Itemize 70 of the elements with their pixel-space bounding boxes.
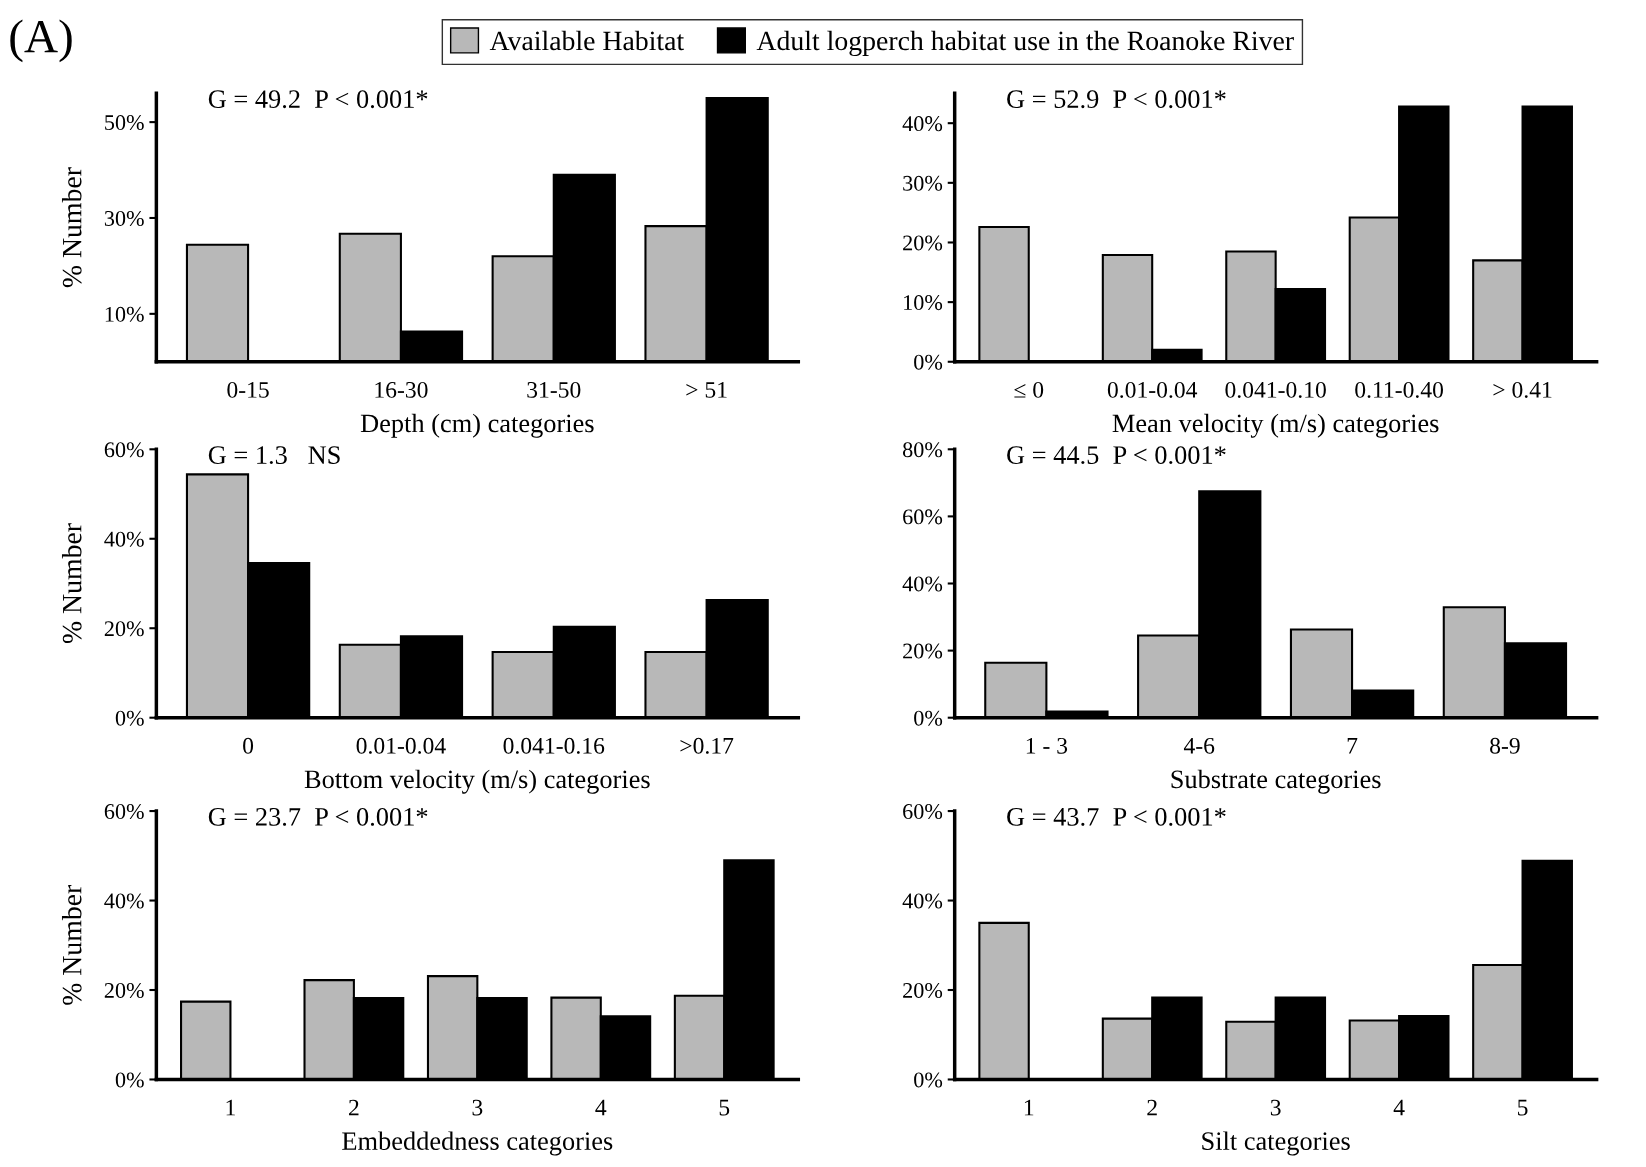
- x-tick-label: 4: [595, 1099, 607, 1116]
- y-tick-label: 60%: [104, 804, 144, 820]
- y-tick-label: 10%: [105, 306, 144, 322]
- y-tick-label: 60%: [104, 442, 144, 458]
- annotation: G = 23.7 P < 0.001*: [208, 807, 428, 826]
- annotation: G = 1.3 NS: [208, 446, 340, 465]
- y-tick-label: 80%: [902, 442, 943, 458]
- y-tick-label: 20%: [903, 643, 943, 659]
- y-tick-label: 60%: [903, 509, 943, 525]
- x-tick-label: 1: [226, 1099, 235, 1116]
- legend-label: Available Habitat: [489, 30, 685, 51]
- annotation: G = 43.7 P < 0.001*: [1007, 807, 1226, 826]
- y-tick-label: 20%: [903, 235, 943, 251]
- x-tick-label: 0.041-0.10: [1225, 381, 1326, 398]
- x-tick-label: 2: [349, 1099, 359, 1116]
- x-tick-label: 2: [1147, 1099, 1157, 1116]
- x-tick-label: 0.041-0.16: [503, 737, 605, 754]
- y-tick-label: 40%: [902, 893, 943, 909]
- x-axis-title: Substrate categories: [1171, 769, 1381, 794]
- y-tick-label: 40%: [902, 576, 943, 592]
- x-axis-title: Silt categories: [1202, 1131, 1350, 1156]
- annotation: G = 44.5 P < 0.001*: [1007, 446, 1226, 465]
- text: (A): [10, 19, 72, 63]
- y-tick-label: 30%: [104, 210, 144, 226]
- y-tick-label: 40%: [902, 116, 943, 132]
- y-tick-label: 60%: [903, 804, 943, 820]
- y-tick-label: 0%: [914, 354, 943, 370]
- x-tick-label: 5: [719, 1099, 730, 1116]
- x-axis-title: Embeddedness categories: [342, 1131, 613, 1156]
- x-tick-label: 0.01-0.04: [356, 737, 446, 754]
- x-tick-label: > 0.41: [1493, 381, 1552, 398]
- y-axis-title: % Number: [61, 167, 82, 288]
- annotation: G = 52.9 P < 0.001*: [1007, 90, 1226, 109]
- y-tick-label: 30%: [903, 175, 943, 191]
- x-tick-label: 1: [1024, 1099, 1034, 1116]
- x-tick-label: 3: [472, 1099, 483, 1116]
- y-tick-label: 0%: [115, 1072, 144, 1088]
- y-axis-title: % Number: [61, 523, 82, 644]
- y-tick-label: 0%: [115, 710, 144, 726]
- x-axis-title: Mean velocity (m/s) categories: [1112, 413, 1439, 438]
- x-tick-label: > 51: [686, 382, 727, 398]
- x-tick-label: 8-9: [1490, 737, 1520, 754]
- x-tick-label: 0-15: [227, 381, 269, 398]
- y-tick-label: 40%: [104, 893, 144, 909]
- y-tick-label: 10%: [904, 295, 943, 311]
- y-tick-label: 20%: [104, 621, 144, 637]
- y-tick-label: 0%: [914, 710, 943, 726]
- x-axis-title: Depth (cm) categories: [360, 413, 594, 438]
- x-tick-label: 1 - 3: [1026, 737, 1068, 754]
- x-tick-label: >0.17: [680, 737, 734, 754]
- y-tick-label: 0%: [914, 1072, 943, 1088]
- x-tick-label: 16-30: [375, 381, 428, 398]
- x-tick-label: ≤ 0: [1014, 381, 1044, 398]
- x-tick-label: 0.11-0.40: [1355, 381, 1444, 398]
- x-tick-label: 5: [1518, 1099, 1528, 1116]
- legend-label: Adult logperch habitat use in the Roanoke River: [756, 30, 1294, 56]
- x-axis-title: Bottom velocity (m/s) categories: [304, 769, 650, 794]
- y-axis-title: % Number: [61, 884, 82, 1005]
- y-tick-label: 20%: [104, 982, 144, 999]
- y-tick-label: 20%: [903, 982, 943, 999]
- annotation: G = 49.2 P < 0.001*: [208, 90, 428, 109]
- x-tick-label: 0: [243, 737, 254, 754]
- x-tick-label: 0.01-0.04: [1107, 381, 1198, 398]
- x-tick-label: 4: [1393, 1099, 1405, 1116]
- y-tick-label: 40%: [104, 531, 144, 547]
- x-tick-label: 3: [1270, 1099, 1281, 1116]
- y-tick-label: 50%: [105, 115, 144, 131]
- x-tick-label: 4-6: [1183, 737, 1215, 754]
- x-tick-label: 31-50: [527, 381, 581, 398]
- x-tick-label: 7: [1347, 738, 1358, 754]
